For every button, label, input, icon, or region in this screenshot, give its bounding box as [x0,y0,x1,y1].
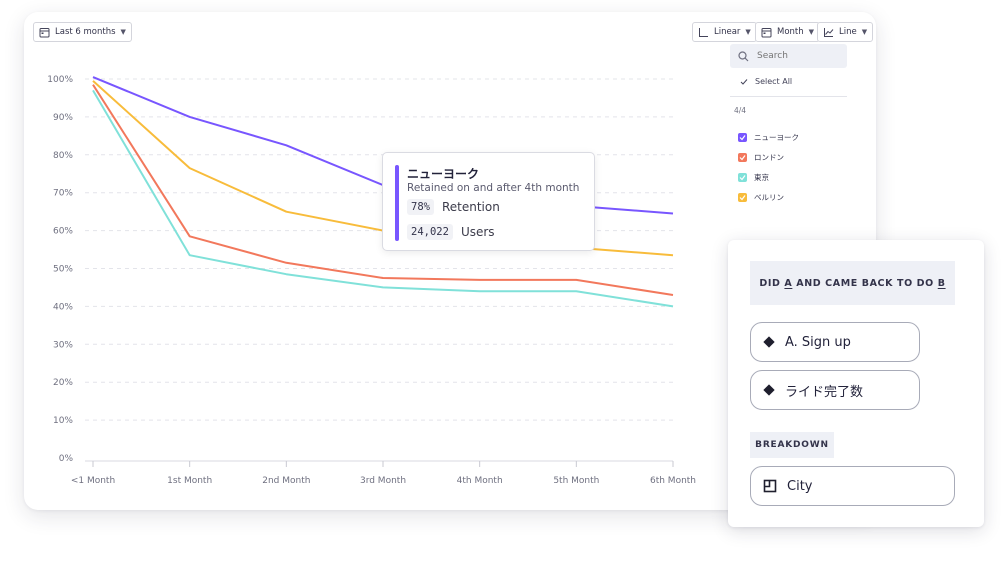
check-icon [739,135,746,141]
legend-search[interactable] [730,44,847,68]
tooltip-title: ニューヨーク [407,167,480,181]
search-icon [738,50,749,61]
tooltip-row-users: 24,022 Users [407,224,495,240]
y-tick-label: 70% [53,189,73,199]
query-header: DID A AND CAME BACK TO DO B [750,261,955,305]
y-tick-label: 60% [53,227,73,237]
interval-dropdown[interactable]: Month ▼ [755,22,821,42]
scale-label: Linear [714,27,741,37]
y-tick-label: 100% [47,75,73,85]
y-tick-label: 0% [59,454,74,464]
legend-checkbox[interactable] [738,153,747,162]
x-tick-label: 6th Month [650,476,696,486]
legend-label: 東京 [754,173,769,182]
chart-type-label: Line [839,27,857,37]
property-icon [763,479,777,493]
header-event-a: A [784,277,793,289]
event-a-pill[interactable]: A. Sign up [750,322,920,362]
date-range-label: Last 6 months [55,27,116,37]
scale-dropdown[interactable]: Linear ▼ [692,22,757,42]
check-icon [739,195,746,201]
retention-label: Retention [441,200,500,214]
series-line [92,84,674,296]
legend-item[interactable]: ロンドン [738,152,784,163]
users-value: 24,022 [407,224,453,240]
y-tick-label: 40% [53,302,73,312]
legend-label: ロンドン [754,153,784,162]
legend-item[interactable]: ニューヨーク [738,132,799,143]
event-a-label: A. Sign up [785,334,851,350]
tooltip-row-retention: 78% Retention [407,199,500,215]
legend-label: ニューヨーク [754,133,799,142]
breakdown-label: BREAKDOWN [750,432,834,458]
header-event-b: B [937,277,946,289]
legend-checkbox[interactable] [738,173,747,182]
users-label: Users [460,225,495,239]
y-tick-label: 20% [53,378,73,388]
x-tick-label: 2nd Month [262,476,310,486]
chevron-down-icon: ▼ [120,28,126,36]
calendar-icon [761,27,772,37]
event-b-label: ライド完了数 [785,384,864,400]
legend-item[interactable]: ベルリン [738,192,784,203]
y-tick-label: 50% [53,265,73,275]
chart-type-dropdown[interactable]: Line ▼ [817,22,874,42]
event-diamond-icon [763,384,775,396]
header-text-1: DID [759,277,785,289]
y-tick-label: 90% [53,113,73,123]
series-tooltip: ニューヨーク Retained on and after 4th month 7… [382,152,595,251]
event-b-pill[interactable]: ライド完了数 [750,370,920,410]
legend-item[interactable]: 東京 [738,172,769,183]
chevron-down-icon: ▼ [745,28,751,36]
tooltip-subtitle: Retained on and after 4th month [407,182,580,194]
date-range-dropdown[interactable]: Last 6 months ▼ [33,22,132,42]
chevron-down-icon: ▼ [861,28,868,36]
header-text-2: AND CAME BACK TO DO [792,277,938,289]
select-all-option[interactable]: Select All [740,77,792,86]
y-tick-label: 30% [53,340,73,350]
y-tick-label: 10% [53,416,73,426]
event-diamond-icon [763,336,775,348]
retention-value: 78% [407,199,434,215]
series-line [92,89,674,308]
series-color-bar [395,165,399,241]
query-builder-panel: DID A AND CAME BACK TO DO B A. Sign up ラ… [728,240,984,527]
x-tick-label: <1 Month [71,476,115,486]
calendar-icon [39,27,50,37]
select-all-label: Select All [755,77,793,86]
legend-checkbox[interactable] [738,193,747,202]
interval-label: Month [777,27,804,37]
legend-label: ベルリン [754,193,784,202]
line-chart-icon [824,27,834,37]
axes: 0% 10% 20% 30% 40% 50% 60% 70% 80% 90% 100% <1 Mont… [47,75,696,486]
series-count: 4/4 [734,106,747,115]
breakdown-value: City [787,478,813,494]
linear-axis-icon [699,27,708,37]
x-tick-label: 3rd Month [360,476,406,486]
check-icon [739,175,746,181]
y-tick-label: 80% [53,151,73,161]
check-icon [739,155,746,161]
check-icon [740,78,748,85]
divider [730,96,847,97]
x-tick-label: 5th Month [553,476,599,486]
breakdown-pill[interactable]: City [750,466,955,506]
legend-checkbox[interactable] [738,133,747,142]
x-tick-label: 1st Month [167,476,212,486]
search-input[interactable] [755,50,839,62]
x-tick-label: 4th Month [457,476,503,486]
chevron-down-icon: ▼ [808,28,815,36]
